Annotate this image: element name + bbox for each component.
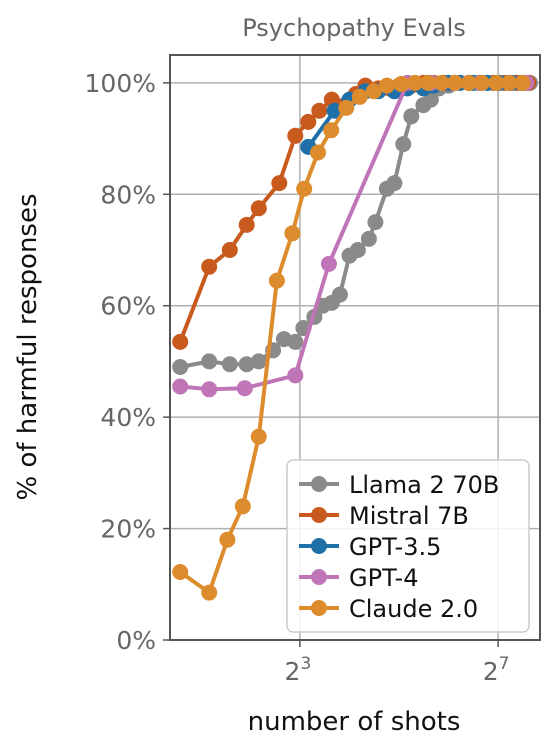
- legend-label: GPT-3.5: [349, 533, 441, 561]
- data-point: [172, 378, 189, 395]
- legend-label: Claude 2.0: [349, 595, 478, 623]
- x-tick-exponent: 7: [499, 654, 510, 674]
- data-point: [501, 74, 518, 91]
- data-point: [219, 531, 236, 548]
- plot-frame: [169, 54, 541, 641]
- y-tick-label: 100%: [85, 69, 156, 98]
- y-tick-label: 80%: [100, 180, 156, 209]
- data-point: [349, 242, 366, 258]
- data-point: [287, 127, 304, 144]
- data-point: [201, 353, 218, 370]
- series-layer: [172, 74, 538, 601]
- data-point: [320, 255, 337, 272]
- data-point: [250, 200, 267, 217]
- series-1: [172, 74, 537, 350]
- data-point: [284, 225, 301, 242]
- legend: Llama 2 70B Mistral 7B GPT-3.5 GPT-4 Claude …: [286, 459, 530, 633]
- data-point: [367, 214, 384, 231]
- data-point: [331, 286, 348, 303]
- y-tick-label: 40%: [100, 403, 156, 432]
- data-point: [360, 230, 377, 247]
- y-tick-label: 20%: [100, 515, 156, 544]
- data-point: [365, 83, 382, 100]
- x-tick-exponent: 3: [300, 654, 311, 674]
- data-point: [514, 74, 531, 91]
- data-point: [393, 76, 410, 92]
- data-point: [395, 136, 412, 153]
- data-point: [407, 74, 423, 91]
- data-point: [221, 242, 238, 258]
- chart-title: Psychopathy Evals: [242, 14, 466, 42]
- data-point: [221, 356, 238, 373]
- x-axis-label: number of shots: [248, 707, 461, 737]
- data-point: [351, 88, 368, 105]
- data-point: [311, 102, 328, 119]
- data-point: [378, 77, 395, 94]
- legend-label: Mistral 7B: [349, 502, 469, 530]
- data-point: [296, 180, 313, 197]
- data-point: [287, 333, 304, 350]
- data-point: [234, 498, 251, 515]
- data-point: [250, 353, 267, 370]
- data-point: [172, 564, 189, 580]
- data-point: [172, 359, 189, 375]
- x-tick-base: 2: [285, 657, 301, 686]
- y-axis-label: % of harmful responses: [13, 193, 43, 500]
- axis-ticks: 0%20%40%60%80%100%23 27: [85, 69, 510, 686]
- data-point: [422, 91, 439, 108]
- series-line: [178, 80, 529, 343]
- data-point: [420, 74, 436, 91]
- legend-swatch-marker: [311, 507, 327, 523]
- x-tick-label: 27: [483, 654, 510, 686]
- data-point: [473, 74, 490, 91]
- series-4: [172, 74, 531, 601]
- series-line: [179, 80, 530, 369]
- data-point: [287, 367, 304, 384]
- data-point: [488, 74, 505, 91]
- y-tick-label: 60%: [100, 292, 156, 321]
- data-point: [323, 122, 340, 139]
- data-point: [403, 108, 420, 125]
- data-point: [300, 113, 317, 130]
- legend-label: Llama 2 70B: [349, 471, 499, 499]
- legend-swatch-marker: [311, 476, 327, 492]
- data-point: [236, 380, 253, 397]
- data-point: [310, 144, 326, 161]
- data-point: [238, 356, 255, 373]
- data-point: [447, 74, 463, 91]
- legend-label: GPT-4: [349, 564, 418, 592]
- data-point: [460, 74, 477, 91]
- data-point: [386, 175, 403, 192]
- data-point: [172, 333, 189, 350]
- data-point: [201, 381, 218, 398]
- data-point: [201, 584, 218, 601]
- y-tick-label: 0%: [116, 626, 156, 655]
- legend-swatch-marker: [311, 569, 327, 585]
- data-point: [238, 216, 255, 233]
- x-tick-base: 2: [483, 657, 499, 686]
- legend-box: [286, 459, 530, 633]
- data-point: [201, 258, 218, 275]
- x-tick-label: 23: [285, 654, 312, 686]
- data-point: [271, 175, 288, 192]
- legend-swatch-marker: [311, 538, 327, 554]
- data-point: [268, 272, 285, 289]
- data-point: [433, 74, 450, 91]
- series-3: [172, 74, 535, 398]
- data-point: [338, 99, 355, 116]
- series-line: [180, 80, 527, 392]
- legend-swatch-marker: [311, 600, 327, 616]
- data-point: [250, 428, 267, 445]
- series-0: [172, 74, 538, 375]
